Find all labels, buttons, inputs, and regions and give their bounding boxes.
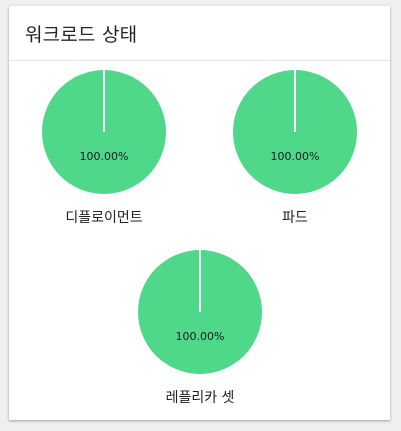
pie-chart-deployments[interactable]: 100.00% 디플로이먼트	[34, 68, 174, 227]
pie-percent-label: 100.00%	[80, 150, 129, 163]
card-title: 워크로드 상태	[25, 24, 138, 46]
pie-chart-replica-sets[interactable]: 100.00% 레플리카 셋	[130, 248, 270, 407]
pie-chart-pods[interactable]: 100.00% 파드	[225, 68, 365, 227]
pie-svg: 100.00%	[42, 70, 166, 194]
pie-label-deployments: 디플로이먼트	[65, 210, 143, 226]
pie-percent-label: 100.00%	[271, 150, 320, 163]
pie-svg: 100.00%	[138, 250, 262, 374]
pie-label-replica-sets: 레플리카 셋	[165, 390, 235, 406]
pie-label-pods: 파드	[282, 210, 308, 226]
workload-status-card: 워크로드 상태 100.00% 디플로이먼트 100.00% 파드 100.00…	[9, 6, 390, 420]
pie-percent-label: 100.00%	[176, 330, 225, 343]
card-header: 워크로드 상태	[9, 6, 390, 61]
pie-svg: 100.00%	[233, 70, 357, 194]
